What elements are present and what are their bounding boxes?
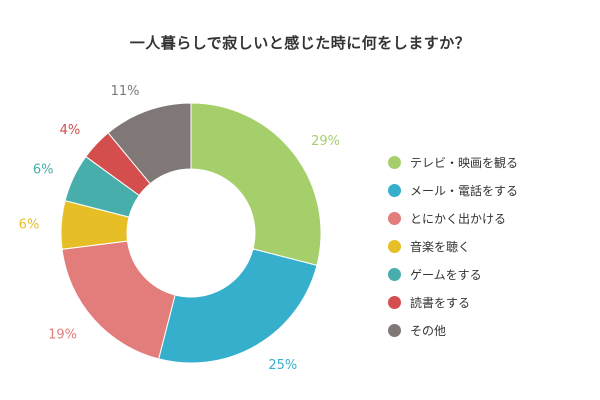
legend-swatch [388,239,401,253]
slice-value-label: 25% [268,358,297,373]
legend-item: 音楽を聴く [388,232,518,260]
legend-label: 音楽を聴く [410,239,471,254]
chart-legend: テレビ・映画を観る メール・電話をする とにかく出かける 音楽を聴くゲームをする 読書を… [388,148,518,344]
legend-item: その他 [388,316,518,344]
donut-slice [61,240,176,360]
legend-swatch [388,211,401,225]
legend-label: その他 [410,323,447,338]
legend-swatch [388,155,401,169]
legend-swatch [388,267,401,281]
slice-value-label: 11% [111,84,140,99]
legend-swatch [388,323,401,337]
donut-slice [158,248,318,364]
legend-label: メール・電話をする [410,183,519,198]
legend-label: テレビ・映画を観る [410,155,519,170]
donut-slice [190,102,322,266]
slice-value-label: 19% [48,328,77,343]
slice-value-label: 6% [33,162,54,177]
legend-label: とにかく出かける [410,211,507,226]
legend-swatch [388,295,401,309]
legend-label: ゲームをする [410,267,482,282]
legend-item: 読書をする [388,288,518,316]
chart-title: 一人暮らしで寂しいと感じた時に何をしますか？ [129,34,471,52]
slice-value-label: 4% [60,123,81,138]
legend-item: テレビ・映画を観る [388,148,518,176]
legend-item: ゲームをする [388,260,518,288]
legend-item: メール・電話をする [388,176,518,204]
legend-swatch [388,183,401,197]
slice-value-label: 6% [19,217,40,232]
donut-slice [107,102,192,185]
slice-value-label: 29% [311,134,340,149]
legend-item: とにかく出かける [388,204,518,232]
legend-label: 読書をする [410,295,471,310]
